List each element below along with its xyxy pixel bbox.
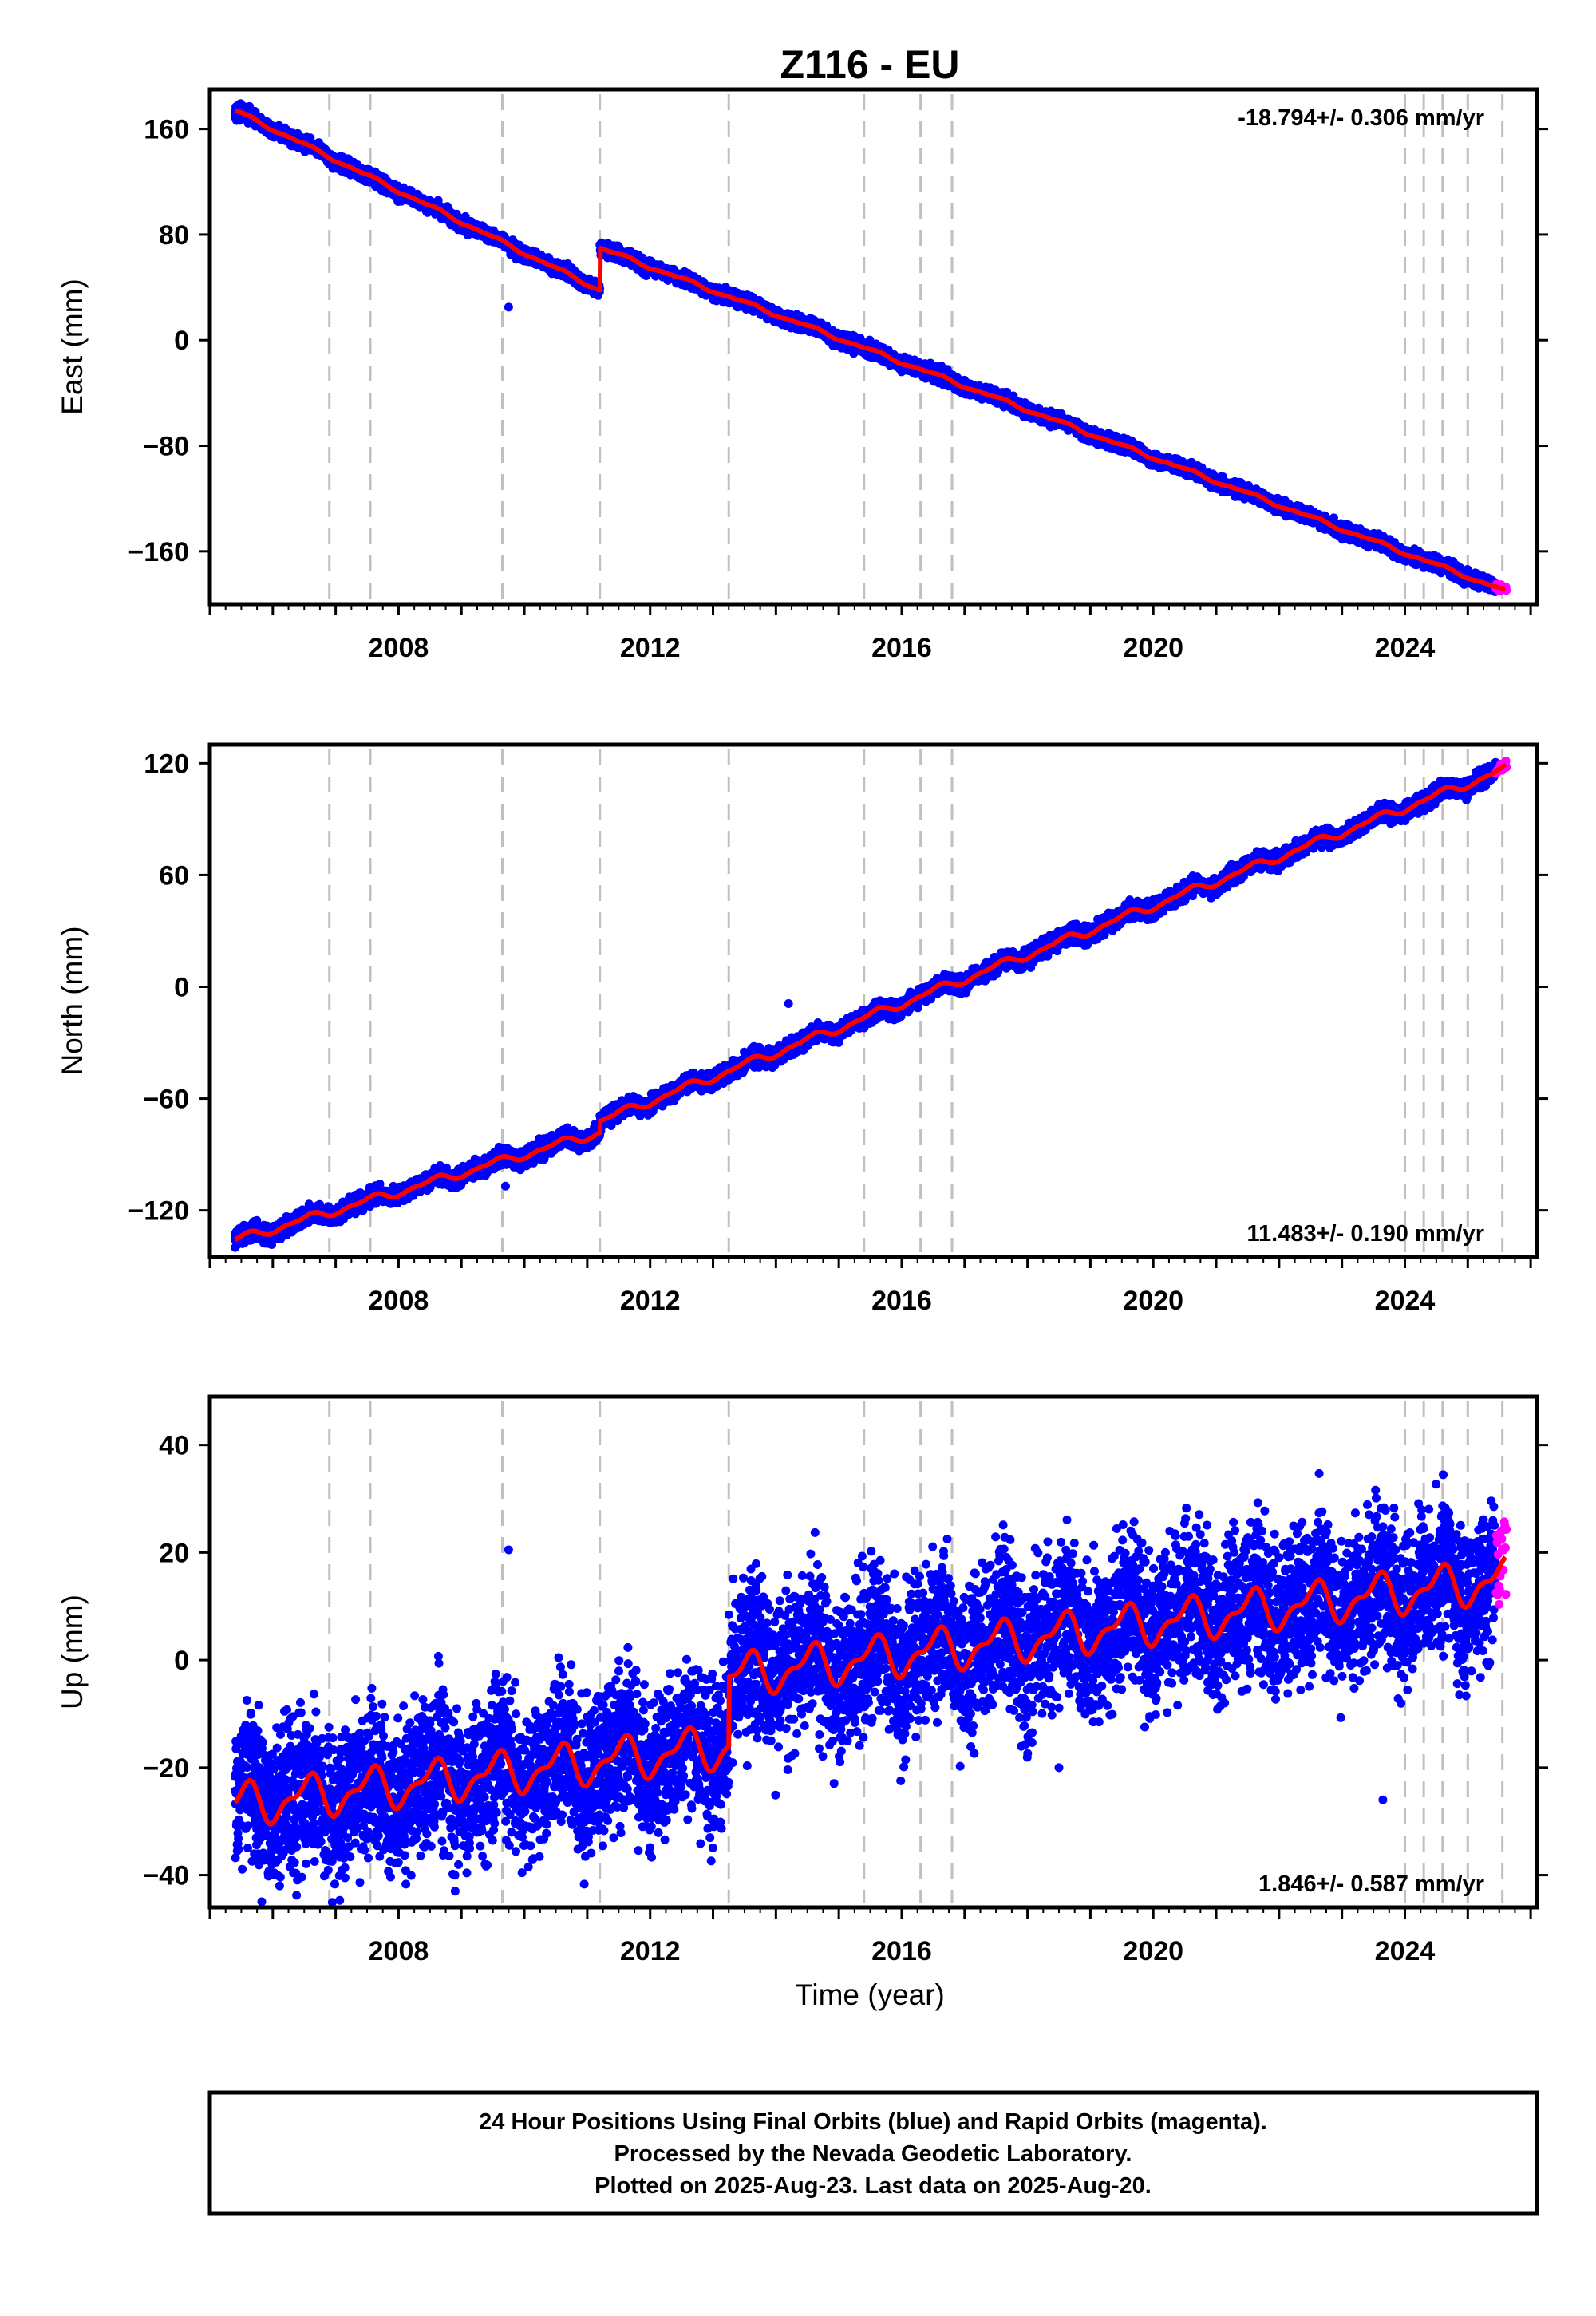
chart-title: Z116 - EU <box>780 42 959 87</box>
